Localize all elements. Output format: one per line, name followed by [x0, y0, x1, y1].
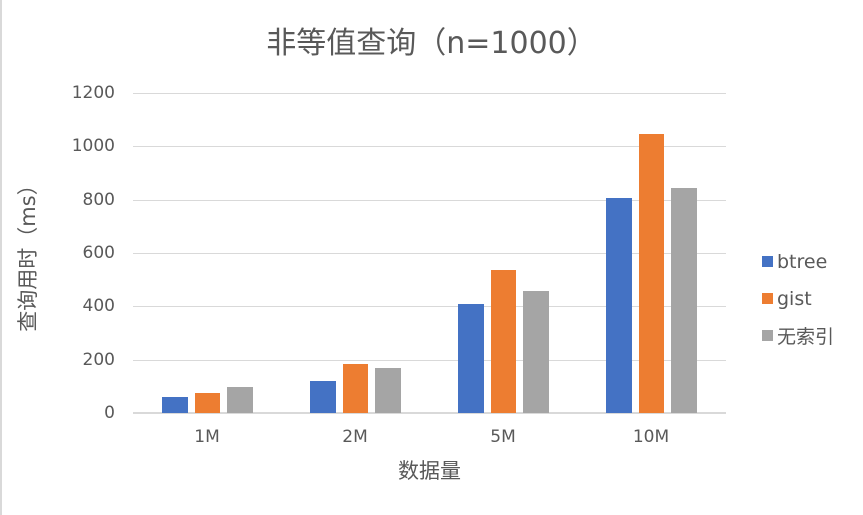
- y-tick-label: 200: [82, 349, 115, 370]
- chart-frame-border: [0, 0, 2, 515]
- legend-label: gist: [777, 287, 812, 310]
- legend-item-2: 无索引: [762, 317, 834, 354]
- bar-无索引-10M: [671, 188, 697, 413]
- legend-label: 无索引: [777, 326, 835, 348]
- y-tick-label: 1200: [71, 83, 115, 103]
- legend-item-0: btree: [762, 243, 834, 280]
- bar-gist-5M: [491, 270, 516, 413]
- x-axis-label: 数据量: [398, 459, 461, 483]
- y-tick-label: 800: [82, 189, 115, 210]
- plot-area: [133, 93, 726, 414]
- gridline: [133, 359, 726, 361]
- y-axis-label: 查询用时（ms）: [16, 174, 40, 332]
- y-tick-label: 1000: [71, 136, 115, 157]
- gridline: [133, 306, 726, 308]
- y-tick-label: 400: [82, 296, 115, 317]
- bar-btree-10M: [606, 198, 632, 413]
- x-axis-line: [133, 412, 726, 414]
- gridline: [133, 199, 726, 201]
- legend-swatch-icon: [762, 256, 773, 267]
- bar-无索引-5M: [523, 291, 549, 413]
- chart-title: 非等值查询（n=1000）: [266, 26, 597, 61]
- gridline: [133, 253, 726, 254]
- x-tick-label: 2M: [342, 427, 368, 447]
- bar-gist-10M: [639, 134, 664, 413]
- legend: btree gist 无索引: [762, 243, 834, 354]
- bar-无索引-1M: [227, 387, 253, 413]
- bar-无索引-2M: [375, 367, 401, 413]
- legend-swatch-icon: [762, 330, 773, 341]
- x-tick-label: 1M: [194, 427, 220, 447]
- y-tick-label: 600: [82, 243, 115, 263]
- legend-item-1: gist: [762, 280, 834, 317]
- bar-gist-2M: [343, 363, 368, 413]
- y-tick-label: 0: [104, 403, 115, 423]
- bar-btree-1M: [162, 397, 188, 413]
- legend-swatch-icon: [762, 293, 773, 304]
- legend-label: btree: [777, 250, 828, 273]
- gridline: [133, 93, 726, 94]
- x-tick-label: 5M: [490, 427, 516, 447]
- bar-btree-5M: [458, 303, 484, 413]
- x-tick-label: 10M: [632, 427, 670, 447]
- bar-gist-1M: [195, 393, 220, 413]
- bar-btree-2M: [310, 381, 336, 413]
- gridline: [133, 146, 726, 148]
